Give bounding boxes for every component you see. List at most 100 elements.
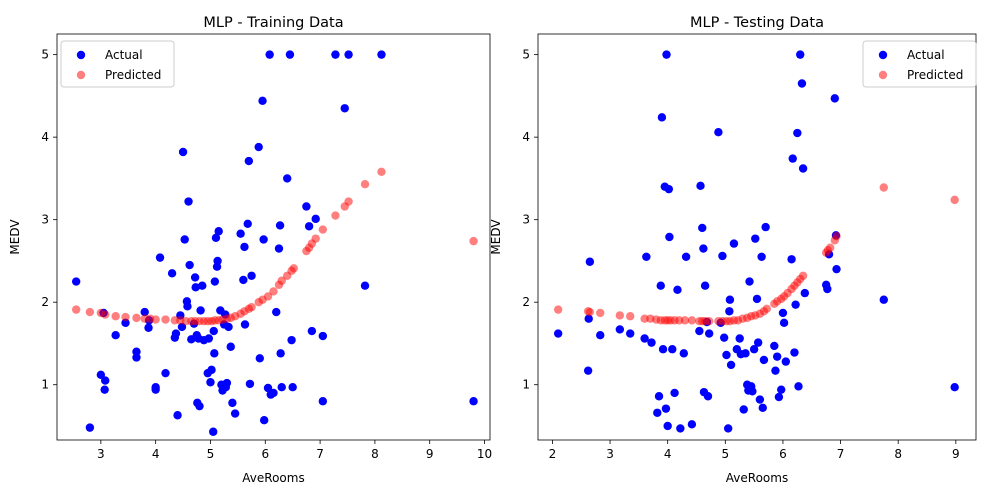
predicted-point [675,316,684,325]
legend-actual-marker [76,50,86,60]
actual-point [681,252,691,261]
actual-point [668,345,677,354]
x-tick-label: 4 [664,447,672,461]
legend-box [60,40,175,88]
predicted-point [879,183,888,192]
actual-point [657,113,667,122]
legend: Actual Predicted [60,40,175,88]
actual-point [318,397,328,406]
predicted-point [318,225,328,234]
actual-point [823,284,832,294]
actual-point [259,416,269,425]
x-tick-label: 9 [426,447,434,461]
legend-predicted-label: Predicted [907,68,963,82]
predicted-point [263,292,273,301]
actual-point [206,378,215,387]
actual-point [275,221,285,230]
legend: Actual Predicted [862,40,977,88]
actual-point [155,253,165,262]
actual-point [245,379,255,389]
actual-point [171,329,181,338]
actual-point [749,345,759,354]
predicted-point [277,276,286,285]
x-tick-label: 7 [837,447,845,461]
predicted-point [626,312,635,321]
actual-point [254,142,263,152]
chart-title: MLP - Testing Data [690,15,824,31]
actual-point [244,156,254,166]
actual-point [360,281,370,290]
actual-point [191,283,200,292]
actual-point [748,387,757,396]
actual-point [274,244,284,253]
predicted-point [640,314,649,323]
actual-point [679,349,689,358]
actual-point [121,318,130,328]
actual-point [791,300,800,309]
actual-point [832,264,841,274]
actual-point [661,404,671,413]
actual-point [287,335,296,345]
actual-point [596,331,605,340]
actual-point [640,334,649,343]
predicted-point [151,315,160,324]
actual-point [663,421,672,431]
actual-point [729,239,739,248]
actual-point [167,269,177,278]
actual-point [311,214,320,224]
predicted-point [71,305,81,314]
actual-point [96,370,106,380]
actual-point [735,334,744,343]
legend-actual-marker [878,50,888,60]
predicted-point [704,316,714,326]
actual-point [757,252,766,261]
x-axis-label: AveRooms [726,471,788,485]
plot-area [71,50,478,436]
x-tick-label: 8 [371,447,379,461]
x-tick-label: 10 [477,447,492,461]
actual-point [272,307,281,317]
chart-panel-1: MLP - Training Data 3 4 5 6 7 8 9 10 1 2 3 4 5 AveRoom… [8,15,492,485]
actual-point [725,307,734,316]
actual-point [213,256,222,266]
actual-point [196,306,205,315]
x-tick-label: 2 [549,447,557,461]
actual-point [759,355,769,365]
y-tick-label: 1 [522,378,530,392]
actual-point [687,420,697,429]
actual-point [377,50,386,59]
predicted-point [269,287,278,296]
actual-point [207,365,216,375]
actual-point [211,233,221,243]
actual-point [214,227,223,236]
actual-point [793,128,802,138]
actual-point [642,252,651,261]
actual-point [761,222,770,232]
y-tick-label: 2 [522,295,530,309]
x-tick-label: 9 [952,447,960,461]
predicted-point [121,312,130,322]
actual-point [753,338,763,347]
actual-point [703,392,713,401]
actual-point [778,308,788,318]
actual-point [751,234,760,243]
actual-point [798,164,808,173]
predicted-point [596,308,605,318]
actual-point [259,235,268,244]
actual-point [879,295,888,304]
actual-point [210,349,219,358]
y-tick-label: 4 [522,130,530,144]
x-tick-label: 6 [779,447,787,461]
x-tick-label: 6 [261,447,269,461]
actual-point [796,50,805,59]
actual-point [258,96,267,106]
actual-point [185,260,194,270]
predicted-point [832,231,841,241]
predicted-point [85,307,95,317]
actual-point [100,385,109,394]
predicted-point [687,316,697,325]
actual-point [236,229,245,238]
x-tick-label: 3 [606,447,614,461]
y-tick-label: 3 [522,213,530,227]
actual-point [714,128,723,137]
